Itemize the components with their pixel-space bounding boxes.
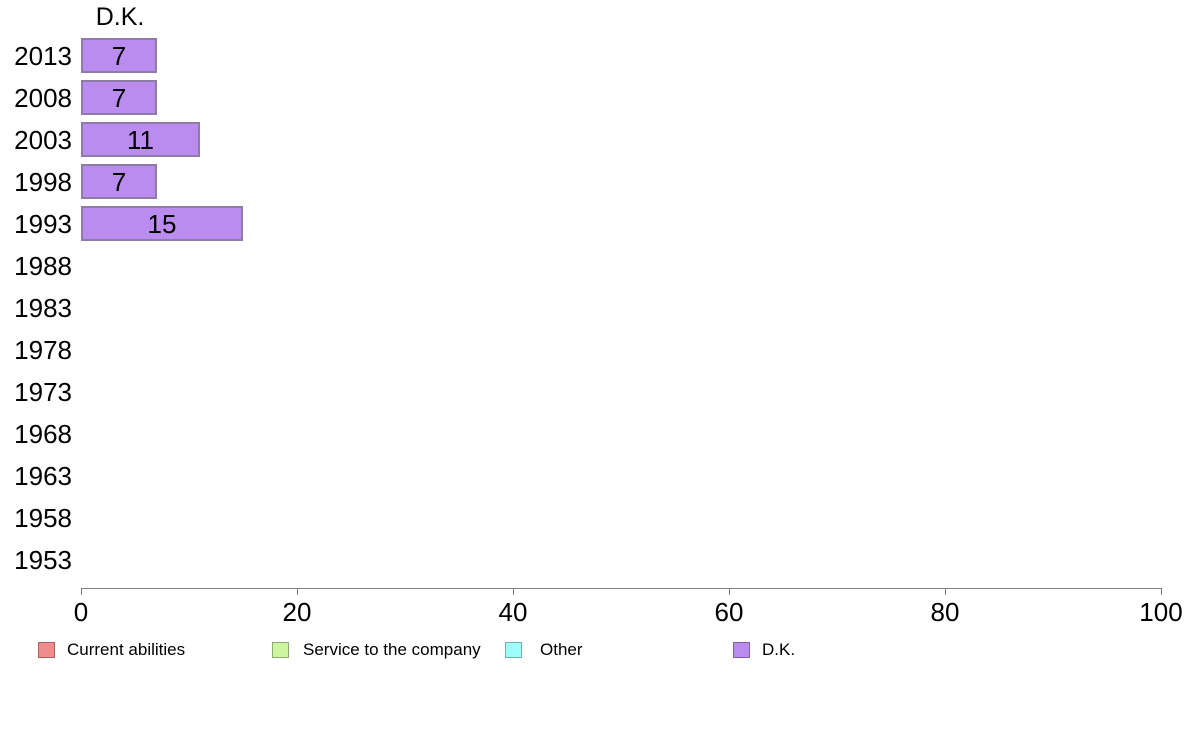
x-tick-label: 0 xyxy=(73,597,89,627)
x-axis-tick xyxy=(513,588,514,595)
x-axis-tick xyxy=(729,588,730,595)
y-axis-label: 1958 xyxy=(14,503,72,533)
x-tick-label: 40 xyxy=(498,597,528,627)
bar: 15 xyxy=(81,206,243,241)
x-tick-label: 60 xyxy=(714,597,744,627)
x-tick-label: 100 xyxy=(1139,597,1183,627)
legend-label: Service to the company xyxy=(303,640,481,659)
x-tick-label: 80 xyxy=(930,597,960,627)
y-axis-label: 1988 xyxy=(14,251,72,281)
y-axis-label: 2013 xyxy=(14,41,72,71)
x-axis-tick xyxy=(81,588,82,595)
y-axis-label: 1953 xyxy=(14,545,72,575)
y-axis-label: 1973 xyxy=(14,377,72,407)
bar: 7 xyxy=(81,38,157,73)
x-axis-tick xyxy=(945,588,946,595)
legend-label: D.K. xyxy=(762,640,796,659)
x-axis-tick xyxy=(297,588,298,595)
bar-value-label: 11 xyxy=(127,124,154,155)
y-axis-label: 2003 xyxy=(14,125,72,155)
bar-value-label: 7 xyxy=(111,82,127,113)
bar: 7 xyxy=(81,80,157,115)
chart-title: D.K. xyxy=(95,3,145,31)
x-tick-label: 20 xyxy=(282,597,312,627)
y-axis-label: 1978 xyxy=(14,335,72,365)
y-axis-label: 1993 xyxy=(14,209,72,239)
x-axis-line xyxy=(81,588,1161,589)
x-axis-tick xyxy=(1161,588,1162,595)
legend-label: Other xyxy=(540,640,583,659)
legend-swatch xyxy=(505,642,522,658)
legend-swatch xyxy=(38,642,55,658)
legend-swatch xyxy=(272,642,289,658)
bar-value-label: 7 xyxy=(111,166,127,197)
bar: 7 xyxy=(81,164,157,199)
y-axis-label: 1963 xyxy=(14,461,72,491)
y-axis-label: 2008 xyxy=(14,83,72,113)
legend-label: Current abilities xyxy=(67,640,186,659)
bar-value-label: 7 xyxy=(111,40,127,71)
y-axis-label: 1998 xyxy=(14,167,72,197)
bar: 11 xyxy=(81,122,200,157)
bar-value-label: 15 xyxy=(147,208,177,239)
legend-swatch xyxy=(733,642,750,658)
y-axis-label: 1968 xyxy=(14,419,72,449)
y-axis-label: 1983 xyxy=(14,293,72,323)
